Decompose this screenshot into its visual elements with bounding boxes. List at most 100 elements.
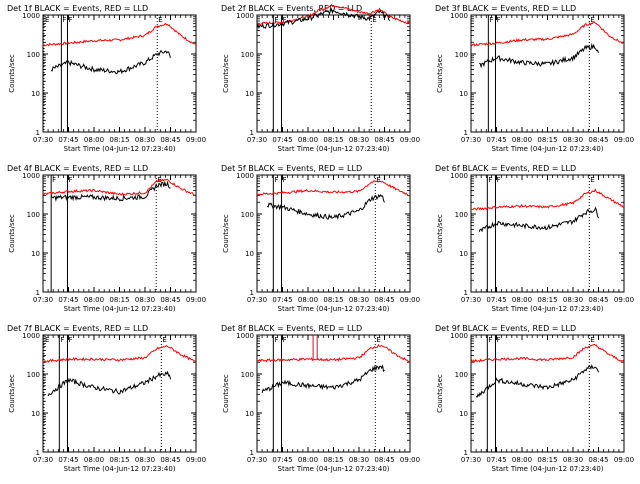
y-tick-label: 10 xyxy=(245,90,254,98)
x-tick-label: 08:00 xyxy=(84,136,104,144)
event-marker-label: E xyxy=(162,336,166,344)
x-axis-label: Start Time (04-Jun-12 07:23:40) xyxy=(64,465,176,473)
x-tick-label: 08:00 xyxy=(298,456,318,464)
panel-title: Det 8f BLACK = Events, RED = LLD xyxy=(221,324,362,333)
event-marker-label: E xyxy=(158,16,162,24)
y-tick-label: 10 xyxy=(245,250,254,258)
panel-title: Det 4f BLACK = Events, RED = LLD xyxy=(7,164,148,173)
panel-title: Det 9f BLACK = Events, RED = LLD xyxy=(435,324,576,333)
x-tick-label: 08:30 xyxy=(349,456,369,464)
x-tick-label: 08:15 xyxy=(323,136,343,144)
event-marker-label: F xyxy=(496,336,500,344)
series-events-line xyxy=(261,364,385,393)
event-marker-label: F xyxy=(496,16,500,24)
event-marker-label: F xyxy=(274,176,278,184)
x-tick-label: 08:45 xyxy=(374,296,394,304)
x-tick-label: 07:45 xyxy=(272,456,292,464)
y-tick-label: 10 xyxy=(31,90,40,98)
x-tick-label: 07:30 xyxy=(247,296,267,304)
x-tick-label: 07:45 xyxy=(58,296,78,304)
x-tick-label: 08:00 xyxy=(298,296,318,304)
x-tick-label: 08:30 xyxy=(135,136,155,144)
x-tick-label: 08:15 xyxy=(537,456,557,464)
panel-2: Det 2f BLACK = Events, RED = LLD 1 10 100 10… xyxy=(221,3,420,153)
event-marker-label: F xyxy=(489,16,493,24)
y-tick-label: 1000 xyxy=(450,332,468,340)
x-tick-label: 08:45 xyxy=(160,136,180,144)
series-events-line xyxy=(50,180,171,202)
y-axis-label: Counts/sec xyxy=(8,374,16,413)
x-tick-label: 07:45 xyxy=(486,456,506,464)
x-tick-label: 08:15 xyxy=(109,296,129,304)
event-marker-label: E xyxy=(376,176,380,184)
series-events-line xyxy=(475,364,599,398)
x-tick-label: 08:45 xyxy=(588,296,608,304)
panel-title: Det 5f BLACK = Events, RED = LLD xyxy=(221,164,362,173)
event-marker-label: F xyxy=(68,176,72,184)
x-axis-label: Start Time (04-Jun-12 07:23:40) xyxy=(492,305,604,313)
panel-6: Det 6f BLACK = Events, RED = LLD 1 10 100 10… xyxy=(435,164,634,313)
y-tick-label: 1 xyxy=(464,449,468,457)
series-events-line xyxy=(256,7,391,30)
x-tick-label: 09:00 xyxy=(186,296,206,304)
panel-title: Det 1f BLACK = Events, RED = LLD xyxy=(7,4,148,13)
x-tick-label: 08:30 xyxy=(135,296,155,304)
x-tick-label: 09:00 xyxy=(614,136,634,144)
x-tick-label: 08:30 xyxy=(349,296,369,304)
x-tick-label: 09:00 xyxy=(614,296,634,304)
y-tick-label: 10 xyxy=(459,250,468,258)
x-tick-label: 08:45 xyxy=(588,136,608,144)
series-lld-line xyxy=(470,188,625,211)
y-axis-label: Counts/sec xyxy=(8,214,16,253)
y-tick-label: 100 xyxy=(455,371,468,379)
event-marker-label: F xyxy=(282,336,286,344)
y-tick-label: 1 xyxy=(250,449,254,457)
x-tick-label: 08:00 xyxy=(512,456,532,464)
event-marker-label: F xyxy=(488,176,492,184)
y-tick-label: 100 xyxy=(241,51,254,59)
y-tick-label: 1000 xyxy=(22,172,40,180)
y-axis-label: Counts/sec xyxy=(436,374,444,413)
series-events-line xyxy=(266,193,385,221)
series-lld-line xyxy=(470,343,625,364)
x-tick-label: 08:45 xyxy=(374,136,394,144)
panel-title: Det 7f BLACK = Events, RED = LLD xyxy=(7,324,148,333)
x-tick-label: 08:45 xyxy=(374,456,394,464)
x-tick-label: 09:00 xyxy=(186,136,206,144)
x-tick-label: 08:45 xyxy=(588,456,608,464)
plot-frame xyxy=(470,334,625,453)
x-tick-label: 09:00 xyxy=(400,136,420,144)
y-tick-label: 10 xyxy=(245,410,254,418)
y-tick-label: 100 xyxy=(455,211,468,219)
y-axis-label: Counts/sec xyxy=(222,374,230,413)
y-tick-label: 10 xyxy=(459,410,468,418)
x-tick-label: 09:00 xyxy=(400,456,420,464)
y-tick-label: 1 xyxy=(464,129,468,137)
x-tick-label: 08:30 xyxy=(563,136,583,144)
series-lld-line xyxy=(256,3,411,26)
series-events-line xyxy=(47,370,171,397)
y-tick-label: 1000 xyxy=(450,172,468,180)
event-marker-label: F xyxy=(488,336,492,344)
panel-5: Det 5f BLACK = Events, RED = LLD 1 10 100 10… xyxy=(221,164,420,313)
y-tick-label: 1 xyxy=(250,289,254,297)
plot-frame xyxy=(42,174,197,293)
y-tick-label: 1000 xyxy=(236,332,254,340)
y-tick-label: 1 xyxy=(36,289,40,297)
x-axis-label: Start Time (04-Jun-12 07:23:40) xyxy=(492,145,604,153)
x-tick-label: 07:30 xyxy=(461,456,481,464)
x-tick-label: 08:15 xyxy=(323,456,343,464)
event-marker-label: F xyxy=(52,176,56,184)
event-marker-label: E xyxy=(157,176,161,184)
x-tick-label: 08:15 xyxy=(537,296,557,304)
series-lld-line xyxy=(42,344,197,363)
y-axis-label: Counts/sec xyxy=(222,214,230,253)
x-tick-label: 07:45 xyxy=(58,136,78,144)
event-marker-label: F xyxy=(496,176,500,184)
event-marker-label: F xyxy=(68,336,72,344)
y-tick-label: 1000 xyxy=(236,12,254,20)
y-axis-label: Counts/sec xyxy=(222,54,230,93)
x-tick-label: 08:15 xyxy=(537,136,557,144)
y-tick-label: 1000 xyxy=(450,12,468,20)
